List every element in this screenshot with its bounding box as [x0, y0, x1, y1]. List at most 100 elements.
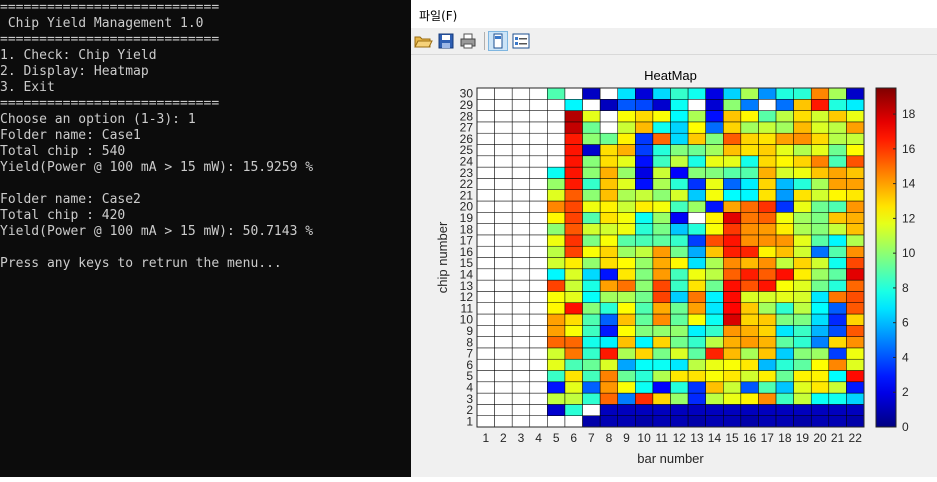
- heatmap-cell: [740, 245, 759, 258]
- heatmap-cell: [775, 336, 794, 349]
- heatmap-cell: [740, 99, 759, 111]
- open-button[interactable]: [413, 31, 433, 51]
- heatmap-cell: [810, 291, 830, 303]
- heatmap-cell: [846, 347, 865, 360]
- portrait-button[interactable]: [488, 31, 508, 51]
- heatmap-cell: [564, 279, 583, 292]
- heatmap-cell: [617, 87, 636, 100]
- console-line: [0, 240, 411, 256]
- heatmap-cell: [599, 392, 618, 405]
- heatmap-cell: [617, 415, 636, 428]
- heatmap-cell: [740, 87, 759, 100]
- x-tick-label: 2: [500, 431, 507, 445]
- heatmap-cell: [617, 132, 636, 145]
- heatmap-cell: [529, 121, 548, 134]
- heatmap-cell: [511, 132, 531, 145]
- heatmap-cell: [617, 381, 636, 394]
- heatmap-cell: [617, 110, 636, 123]
- heatmap-cell: [670, 313, 689, 326]
- heatmap-cell: [758, 358, 777, 371]
- heatmap-cell: [476, 313, 495, 326]
- save-button[interactable]: [436, 31, 456, 51]
- console-line: Yield(Power @ 100 mA > 15 mW): 50.7143 %: [0, 224, 314, 239]
- heatmap-cell: [617, 325, 636, 337]
- heatmap-cell: [723, 200, 742, 213]
- heatmap-chart[interactable]: 1 2 3 4 5 6 7 8 9 10 11 12 13 14 15 16 17 18 19 20 21 2212345…: [411, 55, 937, 477]
- heatmap-cell: [828, 144, 847, 157]
- y-tick-label: 7: [466, 347, 473, 361]
- heatmap-cell: [758, 245, 777, 258]
- heatmap-cell: [599, 279, 618, 292]
- print-button[interactable]: [458, 31, 478, 51]
- heatmap-cell: [652, 325, 671, 337]
- heatmap-cell: [828, 381, 847, 394]
- heatmap-cell: [723, 358, 742, 371]
- heatmap-cell: [529, 415, 548, 428]
- heatmap-cell: [599, 245, 618, 258]
- heatmap-cell: [687, 99, 706, 111]
- heatmap-cell: [635, 223, 654, 236]
- x-tick-label: 1: [482, 431, 489, 445]
- heatmap-cell: [793, 212, 812, 224]
- heatmap-cell: [846, 302, 865, 315]
- heatmap-cell: [529, 302, 548, 315]
- heatmap-cell: [687, 268, 706, 281]
- heatmap-cell: [582, 257, 601, 270]
- heatmap-cell: [758, 347, 777, 360]
- heatmap-cell: [547, 257, 566, 270]
- colorbar-tick-label: 18: [902, 107, 916, 121]
- heatmap-cell: [705, 121, 724, 134]
- heatmap-cell: [775, 404, 794, 416]
- heatmap-cell: [617, 302, 636, 315]
- heatmap-cell: [617, 291, 636, 303]
- heatmap-cell: [494, 110, 513, 123]
- x-axis-label: bar number: [637, 451, 704, 466]
- heatmap-cell: [740, 121, 759, 134]
- heatmap-cell: [582, 302, 601, 315]
- heatmap-cell: [511, 110, 531, 123]
- heatmap-cell: [775, 166, 794, 179]
- heatmap-cell: [793, 200, 812, 213]
- heatmap-cell: [564, 381, 583, 394]
- console-window[interactable]: ============================ Chip Yield …: [0, 0, 411, 477]
- heatmap-cell: [758, 291, 777, 303]
- heatmap-cell: [617, 189, 636, 202]
- heatmap-cell: [828, 325, 847, 337]
- heatmap-cell: [705, 99, 724, 111]
- heatmap-cell: [511, 370, 531, 383]
- heatmap-cell: [670, 257, 689, 270]
- y-tick-label: 19: [460, 211, 474, 225]
- heatmap-cell: [547, 336, 566, 349]
- heatmap-cell: [617, 404, 636, 416]
- heatmap-cell: [635, 234, 654, 247]
- menu-file[interactable]: 파일(F): [419, 9, 458, 23]
- heatmap-cell: [810, 155, 830, 168]
- heatmap-cell: [670, 166, 689, 179]
- heatmap-cell: [547, 212, 566, 224]
- heatmap-cell: [529, 358, 548, 371]
- heatmap-cell: [582, 245, 601, 258]
- heatmap-cell: [810, 392, 830, 405]
- heatmap-cell: [511, 99, 531, 111]
- heatmap-cell: [828, 415, 847, 428]
- heatmap-cell: [793, 87, 812, 100]
- heatmap-cell: [582, 392, 601, 405]
- heatmap-cell: [494, 234, 513, 247]
- heatmap-cell: [810, 336, 830, 349]
- heatmap-cell: [810, 404, 830, 416]
- heatmap-cell: [564, 313, 583, 326]
- heatmap-cell: [529, 223, 548, 236]
- heatmap-cell: [476, 178, 495, 190]
- heatmap-cell: [740, 358, 759, 371]
- heatmap-cell: [775, 358, 794, 371]
- property-inspector-button[interactable]: [511, 31, 531, 51]
- heatmap-cell: [529, 279, 548, 292]
- heatmap-cell: [705, 268, 724, 281]
- heatmap-cell: [652, 336, 671, 349]
- plot-area: 1 2 3 4 5 6 7 8 9 10 11 12 13 14 15 16 17 18 19 20 21 22 1 2 3 4 5…: [411, 55, 937, 477]
- heatmap-cell: [687, 223, 706, 236]
- heatmap-cell: [793, 178, 812, 190]
- heatmap-cell: [810, 110, 830, 123]
- heatmap-cell: [652, 223, 671, 236]
- heatmap-cell: [564, 223, 583, 236]
